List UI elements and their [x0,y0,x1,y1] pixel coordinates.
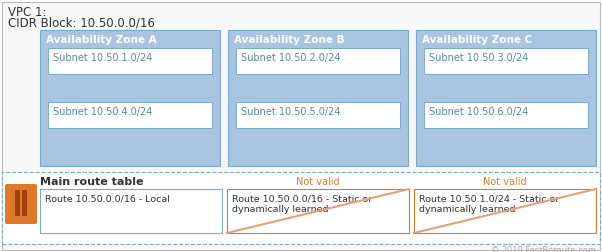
Bar [416,30,596,166]
Bar [236,102,400,128]
Text: Route 10.50.1.0/24 - Static or
dynamically learned: Route 10.50.1.0/24 - Static or dynamical… [419,195,559,214]
Text: Not valid: Not valid [483,177,527,187]
Bar [2,172,600,244]
Text: CIDR Block: 10.50.0.0/16: CIDR Block: 10.50.0.0/16 [8,16,155,29]
Bar [48,102,212,128]
Text: Subnet 10.50.5.0/24: Subnet 10.50.5.0/24 [241,107,341,117]
Text: Route 10.50.0.0/16 - Static or
dynamically learned: Route 10.50.0.0/16 - Static or dynamical… [232,195,372,214]
Bar [424,48,588,74]
Bar [227,189,409,233]
Bar [20,190,22,216]
Text: Subnet 10.50.2.0/24: Subnet 10.50.2.0/24 [241,53,341,63]
Bar [236,48,400,74]
Bar [40,30,220,166]
Bar [414,189,596,233]
Text: VPC 1:: VPC 1: [8,6,46,19]
Text: Main route table: Main route table [40,177,143,187]
Text: Subnet 10.50.3.0/24: Subnet 10.50.3.0/24 [429,53,529,63]
Bar [424,102,588,128]
Text: Route 10.50.0.0/16 - Local: Route 10.50.0.0/16 - Local [45,195,170,204]
Text: Not valid: Not valid [296,177,340,187]
FancyBboxPatch shape [5,184,37,224]
Bar [15,190,20,216]
Bar [228,30,408,166]
Bar [48,48,212,74]
Text: © 2019 FastReroute.com: © 2019 FastReroute.com [491,246,596,252]
Bar [22,190,27,216]
Bar [40,189,222,233]
Text: Subnet 10.50.4.0/24: Subnet 10.50.4.0/24 [53,107,152,117]
Text: Availability Zone C: Availability Zone C [422,35,532,45]
Text: Subnet 10.50.6.0/24: Subnet 10.50.6.0/24 [429,107,529,117]
Text: Availability Zone A: Availability Zone A [46,35,157,45]
Text: Subnet 10.50.1.0/24: Subnet 10.50.1.0/24 [53,53,152,63]
Text: Availability Zone B: Availability Zone B [234,35,344,45]
